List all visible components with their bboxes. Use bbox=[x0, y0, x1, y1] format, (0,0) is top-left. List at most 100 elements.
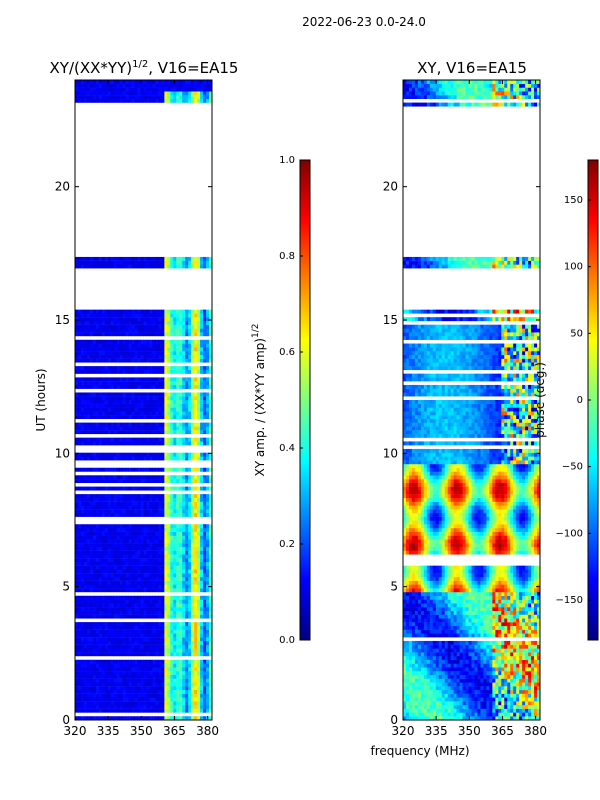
heatmap-cell bbox=[176, 366, 180, 371]
heatmap-cell bbox=[438, 704, 443, 709]
heatmap-cell bbox=[116, 95, 121, 100]
heatmap-cell bbox=[197, 497, 201, 502]
heatmap-cell bbox=[197, 264, 201, 269]
heatmap-cell bbox=[417, 697, 422, 702]
heatmap-cell bbox=[164, 381, 168, 386]
heatmap-cell bbox=[164, 317, 168, 322]
heatmap-cell bbox=[134, 693, 138, 698]
heatmap-cell bbox=[134, 411, 138, 416]
heatmap-cell bbox=[89, 550, 94, 555]
heatmap-cell bbox=[146, 599, 150, 604]
heatmap-cell bbox=[441, 701, 446, 706]
heatmap-cell bbox=[200, 652, 204, 657]
heatmap-cell bbox=[206, 528, 210, 532]
heatmap-cell bbox=[179, 648, 183, 653]
heatmap-cell bbox=[146, 324, 150, 329]
heatmap-cell bbox=[158, 441, 162, 446]
heatmap-cell bbox=[206, 693, 210, 698]
heatmap-cell bbox=[173, 610, 177, 615]
heatmap-cell bbox=[80, 339, 85, 344]
heatmap-cell bbox=[179, 422, 183, 427]
heatmap-cell bbox=[137, 558, 141, 563]
heatmap-cell bbox=[92, 576, 97, 581]
heatmap-cell bbox=[161, 561, 165, 566]
heatmap-cell bbox=[203, 674, 207, 679]
heatmap-cell bbox=[98, 573, 103, 578]
heatmap-cell bbox=[116, 580, 121, 585]
heatmap-cell bbox=[188, 580, 192, 585]
heatmap-cell bbox=[161, 678, 165, 683]
heatmap-cell bbox=[89, 415, 94, 420]
heatmap-cell bbox=[161, 456, 165, 461]
heatmap-cell bbox=[146, 430, 150, 435]
heatmap-cell bbox=[516, 693, 520, 698]
heatmap-cell bbox=[134, 644, 138, 649]
heatmap-cell bbox=[92, 633, 97, 638]
heatmap-cell bbox=[149, 708, 153, 713]
heatmap-cell bbox=[89, 426, 94, 431]
heatmap-cell bbox=[140, 456, 144, 461]
heatmap-cell bbox=[423, 689, 428, 694]
heatmap-cell bbox=[191, 689, 195, 694]
heatmap-cell bbox=[155, 531, 159, 536]
heatmap-cell bbox=[110, 588, 115, 593]
heatmap-cell bbox=[128, 426, 132, 431]
heatmap-cell bbox=[203, 369, 207, 374]
heatmap-cell bbox=[83, 543, 88, 548]
heatmap-cell bbox=[423, 697, 428, 702]
heatmap-cell bbox=[504, 701, 508, 706]
heatmap-cell bbox=[86, 663, 91, 668]
heatmap-cell bbox=[170, 558, 174, 563]
heatmap-cell bbox=[200, 407, 204, 412]
heatmap-cell bbox=[143, 528, 147, 532]
heatmap-cell bbox=[131, 610, 135, 615]
heatmap-cell bbox=[146, 535, 150, 540]
heatmap-cell bbox=[191, 565, 195, 570]
heatmap-cell bbox=[167, 640, 171, 645]
heatmap-cell bbox=[86, 437, 91, 442]
heatmap-cell bbox=[483, 701, 487, 706]
heatmap-cell bbox=[191, 320, 195, 325]
heatmap-cell bbox=[405, 704, 410, 709]
heatmap-cell bbox=[188, 625, 192, 630]
heatmap-cell bbox=[75, 659, 79, 664]
heatmap-cell bbox=[152, 607, 156, 612]
heatmap-cell bbox=[134, 682, 138, 687]
heatmap-cell bbox=[83, 358, 88, 363]
heatmap-cell bbox=[75, 580, 79, 585]
heatmap-cell bbox=[92, 87, 97, 92]
heatmap-cell bbox=[80, 671, 85, 676]
heatmap-cell bbox=[182, 426, 186, 431]
heatmap-cell bbox=[110, 501, 115, 506]
heatmap-cell bbox=[143, 452, 147, 457]
heatmap-cell bbox=[158, 400, 162, 404]
heatmap-cell bbox=[128, 573, 132, 578]
heatmap-cell bbox=[158, 535, 162, 540]
heatmap-cell bbox=[206, 339, 210, 344]
heatmap-cell bbox=[110, 671, 115, 676]
heatmap-cell bbox=[164, 588, 168, 593]
heatmap-cell bbox=[98, 426, 103, 431]
heatmap-cell bbox=[185, 629, 189, 634]
heatmap-cell bbox=[86, 415, 91, 420]
heatmap-cell bbox=[95, 497, 100, 502]
heatmap-cell bbox=[173, 260, 177, 265]
heatmap-cell bbox=[119, 610, 124, 615]
heatmap-cell bbox=[131, 569, 135, 574]
heatmap-cell bbox=[203, 486, 207, 491]
heatmap-cell bbox=[209, 381, 212, 386]
heatmap-cell bbox=[206, 505, 210, 510]
heatmap-cell bbox=[528, 701, 532, 706]
heatmap-cell bbox=[426, 708, 431, 713]
heatmap-cell bbox=[146, 313, 150, 318]
heatmap-cell bbox=[173, 648, 177, 653]
heatmap-cell bbox=[83, 584, 88, 589]
heatmap-cell bbox=[158, 539, 162, 544]
heatmap-cell bbox=[158, 659, 162, 664]
heatmap-cell bbox=[140, 80, 144, 84]
heatmap-cell bbox=[104, 369, 109, 374]
heatmap-cell bbox=[116, 486, 121, 491]
heatmap-cell bbox=[128, 704, 132, 709]
heatmap-cell bbox=[149, 693, 153, 698]
heatmap-cell bbox=[191, 400, 195, 404]
